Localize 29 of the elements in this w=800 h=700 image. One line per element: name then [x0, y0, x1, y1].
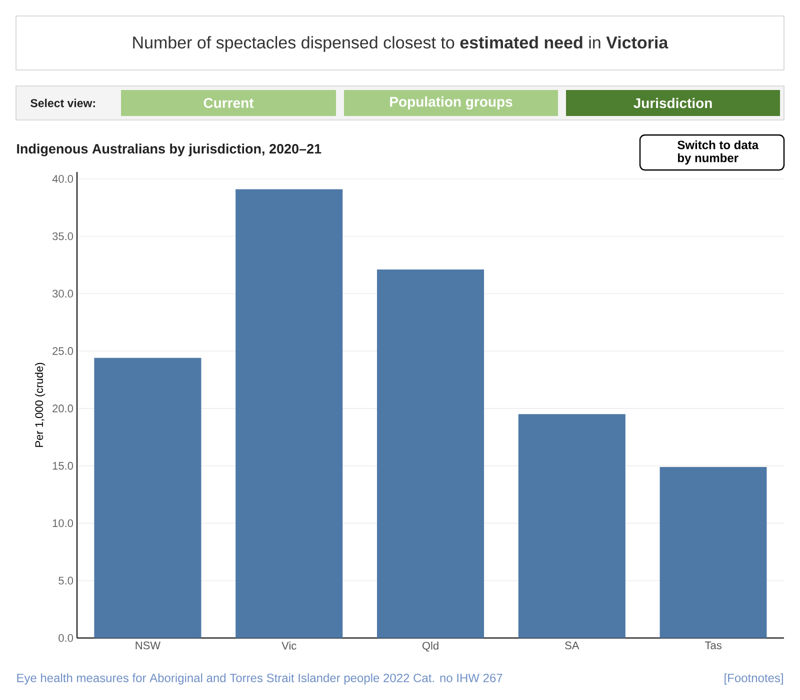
text: [Footnotes] [724, 673, 783, 685]
x-tick-label: Qld [422, 642, 438, 652]
y-tick-label: 30.0 [52, 290, 74, 298]
x-tick-label: Vic [282, 642, 296, 650]
y-axis-title: Per 1,000 (crude) [34, 362, 46, 447]
y-tick-label: 10.0 [52, 519, 74, 528]
bar [376, 270, 484, 638]
bar [518, 414, 626, 638]
text: Population groups [390, 96, 512, 110]
text: Switch to data by number [678, 140, 759, 165]
text: Current [204, 98, 254, 108]
text: Select view: [30, 98, 95, 108]
chart-title: Number of spectacles dispensed closest to estimated need in Victoria [133, 36, 668, 52]
bar [236, 189, 343, 638]
bar [94, 358, 202, 638]
x-tick-label: Tas [704, 642, 722, 650]
y-tick-label: 40.0 [52, 174, 74, 183]
x-tick-label: NSW [136, 642, 160, 650]
text: Eye health measures for Aboriginal and Torres Strait Islander people 2022 Cat. no IHW 267 [17, 673, 502, 685]
y-tick-label: 35.0 [52, 232, 74, 240]
y-tick-label: 20.0 [52, 404, 74, 412]
y-tick-label: 15.0 [52, 462, 74, 470]
x-tick-label: SA [565, 642, 580, 650]
y-tick-label: 0.0 [58, 634, 74, 642]
chart-subtitle: Indigenous Australians by jurisdiction, 2020–21 [17, 144, 322, 156]
bar [660, 466, 767, 638]
text: Jurisdiction [634, 98, 712, 108]
y-tick-label: 5.0 [58, 576, 74, 584]
y-tick-label: 25.0 [52, 347, 74, 355]
